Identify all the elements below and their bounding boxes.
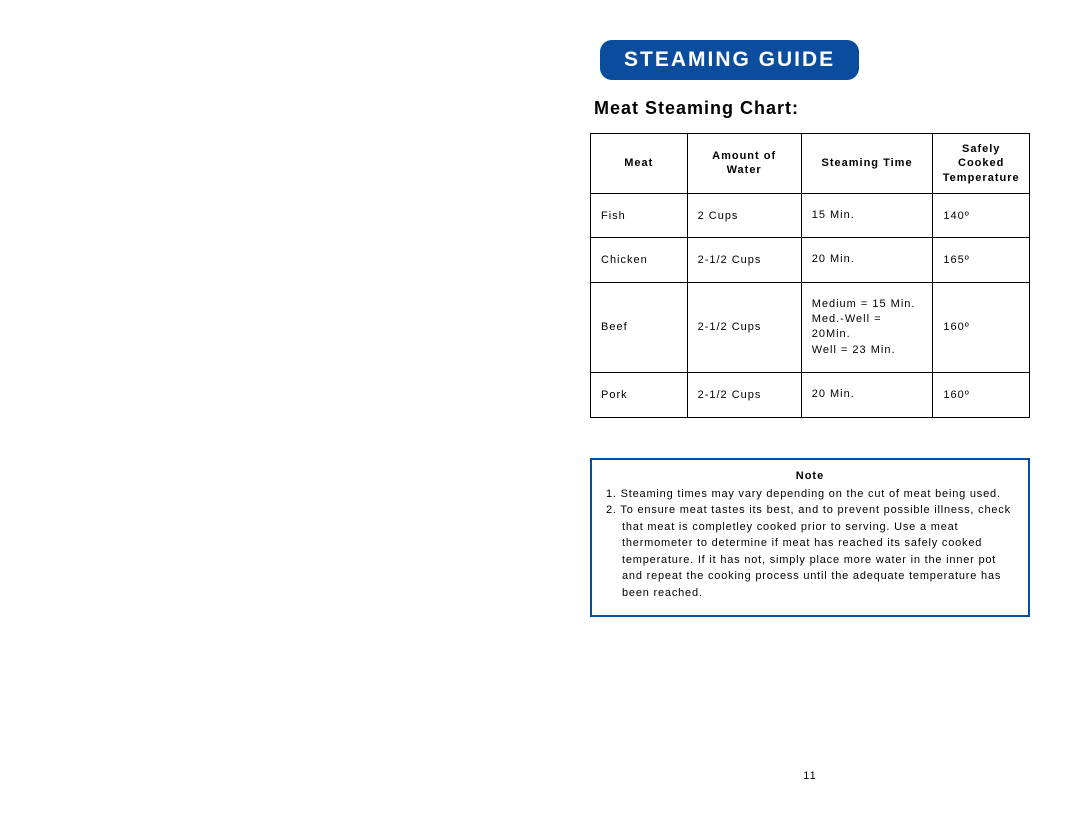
section-title: Meat Steaming Chart: xyxy=(594,98,1030,119)
col-header-time: Steaming Time xyxy=(801,134,933,194)
note-title: Note xyxy=(606,470,1014,482)
cell-time: 15 Min. xyxy=(801,193,933,237)
col-header-temp: Safely Cooked Temperature xyxy=(933,134,1030,194)
table-row: Beef2-1/2 CupsMedium = 15 Min. Med.-Well… xyxy=(591,282,1030,373)
note-box: Note 1. Steaming times may vary dependin… xyxy=(590,458,1030,618)
note-item: 1. Steaming times may vary depending on … xyxy=(606,486,1014,503)
cell-water: 2-1/2 Cups xyxy=(687,238,801,282)
cell-water: 2 Cups xyxy=(687,193,801,237)
cell-meat: Chicken xyxy=(591,238,688,282)
cell-water: 2-1/2 Cups xyxy=(687,373,801,417)
cell-temp: 165º xyxy=(933,238,1030,282)
cell-water: 2-1/2 Cups xyxy=(687,282,801,373)
table-row: Fish2 Cups15 Min.140º xyxy=(591,193,1030,237)
note-list: 1. Steaming times may vary depending on … xyxy=(606,486,1014,602)
table-row: Pork2-1/2 Cups20 Min.160º xyxy=(591,373,1030,417)
cell-temp: 160º xyxy=(933,282,1030,373)
col-header-water: Amount of Water xyxy=(687,134,801,194)
cell-temp: 140º xyxy=(933,193,1030,237)
cell-time: 20 Min. xyxy=(801,373,933,417)
cell-meat: Fish xyxy=(591,193,688,237)
cell-meat: Pork xyxy=(591,373,688,417)
col-header-meat: Meat xyxy=(591,134,688,194)
page-container: STEAMING GUIDE Meat Steaming Chart: Meat… xyxy=(540,40,1080,617)
meat-steaming-table: Meat Amount of Water Steaming Time Safel… xyxy=(590,133,1030,418)
note-item: 2. To ensure meat tastes its best, and t… xyxy=(606,502,1014,601)
cell-time: 20 Min. xyxy=(801,238,933,282)
table-header-row: Meat Amount of Water Steaming Time Safel… xyxy=(591,134,1030,194)
cell-temp: 160º xyxy=(933,373,1030,417)
page-number: 11 xyxy=(803,770,816,782)
table-row: Chicken2-1/2 Cups20 Min.165º xyxy=(591,238,1030,282)
cell-meat: Beef xyxy=(591,282,688,373)
cell-time: Medium = 15 Min. Med.-Well = 20Min. Well… xyxy=(801,282,933,373)
header-badge: STEAMING GUIDE xyxy=(600,40,859,80)
